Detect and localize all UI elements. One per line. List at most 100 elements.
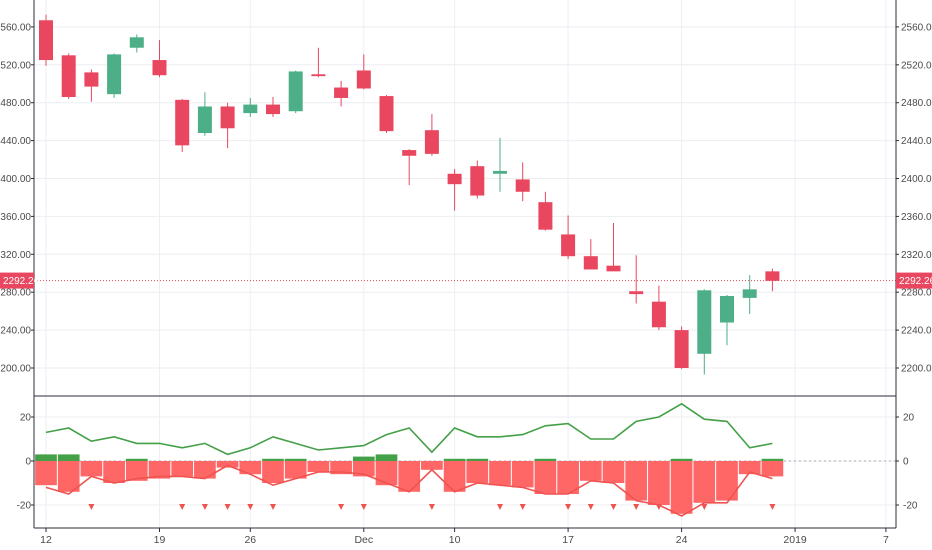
indicator-bar bbox=[262, 461, 284, 483]
left-indicator-tick-label: 0 bbox=[25, 457, 31, 468]
indicator-bar bbox=[466, 461, 489, 483]
candle[interactable] bbox=[197, 92, 212, 136]
time-tick-label: 26 bbox=[244, 534, 256, 546]
candle-body[interactable] bbox=[629, 291, 644, 295]
candle[interactable] bbox=[39, 14, 53, 66]
indicator-bar bbox=[307, 461, 330, 472]
candle[interactable] bbox=[311, 47, 326, 78]
indicator-bar bbox=[375, 461, 398, 486]
candle-body[interactable] bbox=[538, 202, 553, 230]
left-price-tick-label: 2480.00 bbox=[0, 98, 31, 109]
candle[interactable] bbox=[470, 160, 485, 199]
candle-body[interactable] bbox=[493, 170, 507, 174]
left-indicator-tick-label: -20 bbox=[17, 501, 32, 512]
current-price-badge-left bbox=[0, 272, 34, 289]
candle[interactable] bbox=[84, 69, 99, 102]
candle-body[interactable] bbox=[175, 99, 190, 146]
left-price-tick-label: 2560.00 bbox=[0, 22, 31, 33]
candle-body[interactable] bbox=[266, 104, 280, 115]
indicator-bar bbox=[602, 461, 625, 483]
time-tick-label: 12 bbox=[40, 534, 52, 546]
candle-body[interactable] bbox=[674, 330, 689, 368]
candle-body[interactable] bbox=[311, 74, 326, 77]
candle[interactable] bbox=[61, 53, 76, 99]
candle-body[interactable] bbox=[334, 87, 349, 98]
candle-body[interactable] bbox=[61, 55, 76, 98]
current-price-label-right: 2292.26 bbox=[899, 276, 932, 287]
indicator-bar bbox=[194, 461, 216, 479]
candle-body[interactable] bbox=[765, 271, 780, 281]
candle-body[interactable] bbox=[424, 130, 439, 154]
time-axis[interactable]: 12 19 26 Dec 10 17 24 2019 7 bbox=[40, 528, 889, 546]
signal-marker bbox=[701, 504, 708, 510]
candle-body[interactable] bbox=[197, 106, 212, 134]
candle[interactable] bbox=[697, 289, 712, 375]
candle-body[interactable] bbox=[651, 301, 666, 328]
candle[interactable] bbox=[447, 169, 462, 211]
candle-body[interactable] bbox=[152, 60, 167, 76]
indicator-bar bbox=[443, 461, 466, 492]
candle[interactable] bbox=[266, 97, 280, 117]
candle-body[interactable] bbox=[583, 256, 598, 270]
indicator-bar bbox=[284, 461, 307, 479]
indicator-bar-up bbox=[352, 456, 375, 461]
candle[interactable] bbox=[356, 54, 371, 90]
candle[interactable] bbox=[651, 285, 666, 331]
candle[interactable] bbox=[720, 295, 734, 346]
candle-body[interactable] bbox=[129, 37, 144, 48]
candle-body[interactable] bbox=[107, 54, 122, 95]
candle-body[interactable] bbox=[39, 20, 53, 61]
candle[interactable] bbox=[765, 268, 780, 292]
candle[interactable] bbox=[674, 326, 689, 369]
candle[interactable] bbox=[220, 102, 235, 149]
candles[interactable] bbox=[39, 14, 780, 375]
candle[interactable] bbox=[379, 95, 394, 134]
candle[interactable] bbox=[493, 137, 507, 192]
time-tick-label: 24 bbox=[676, 534, 688, 546]
candle[interactable] bbox=[107, 53, 122, 98]
candle-body[interactable] bbox=[447, 173, 462, 185]
candle[interactable] bbox=[152, 40, 167, 78]
candle[interactable] bbox=[424, 114, 439, 156]
candle[interactable] bbox=[334, 80, 349, 107]
candle-body[interactable] bbox=[288, 71, 303, 112]
candle-body[interactable] bbox=[402, 150, 417, 156]
candle-body[interactable] bbox=[515, 179, 530, 192]
left-price-axis[interactable]: 2200.00 2240.00 2280.00 2320.00 2360.00 2400.… bbox=[0, 22, 40, 512]
candle[interactable] bbox=[175, 98, 190, 152]
candle[interactable] bbox=[288, 70, 303, 114]
right-price-axis[interactable]: 2200.00 2240.00 2280.00 2320.00 2360.00 2400.… bbox=[896, 22, 932, 512]
candle-body[interactable] bbox=[606, 265, 621, 272]
candle-body[interactable] bbox=[697, 290, 712, 354]
indicator-bar bbox=[57, 461, 80, 492]
signal-marker bbox=[655, 504, 662, 510]
candle-body[interactable] bbox=[379, 96, 394, 132]
candle-body[interactable] bbox=[720, 295, 734, 323]
candle[interactable] bbox=[606, 223, 621, 272]
indicator-bar bbox=[738, 461, 761, 475]
candle[interactable] bbox=[515, 162, 530, 202]
candle[interactable] bbox=[129, 34, 144, 53]
candle[interactable] bbox=[402, 149, 417, 186]
indicator-bar bbox=[511, 461, 534, 488]
candle-body[interactable] bbox=[742, 289, 757, 298]
indicator-red-line bbox=[45, 464, 773, 517]
candle-body[interactable] bbox=[470, 166, 485, 196]
left-indicator-tick-label: 20 bbox=[20, 413, 32, 424]
candle-body[interactable] bbox=[561, 234, 576, 257]
candle[interactable] bbox=[538, 191, 553, 231]
candle[interactable] bbox=[629, 255, 644, 304]
indicator-bar bbox=[239, 461, 262, 475]
candle[interactable] bbox=[243, 97, 258, 117]
candle-body[interactable] bbox=[84, 72, 99, 87]
candle[interactable] bbox=[742, 275, 757, 314]
candle[interactable] bbox=[583, 239, 598, 270]
signal-marker bbox=[519, 504, 526, 510]
indicator-lines bbox=[45, 402, 773, 517]
candle-body[interactable] bbox=[356, 70, 371, 89]
candle-body[interactable] bbox=[220, 106, 235, 129]
candle-body[interactable] bbox=[243, 104, 258, 114]
candle[interactable] bbox=[561, 215, 576, 260]
indicator-bars bbox=[35, 454, 784, 514]
